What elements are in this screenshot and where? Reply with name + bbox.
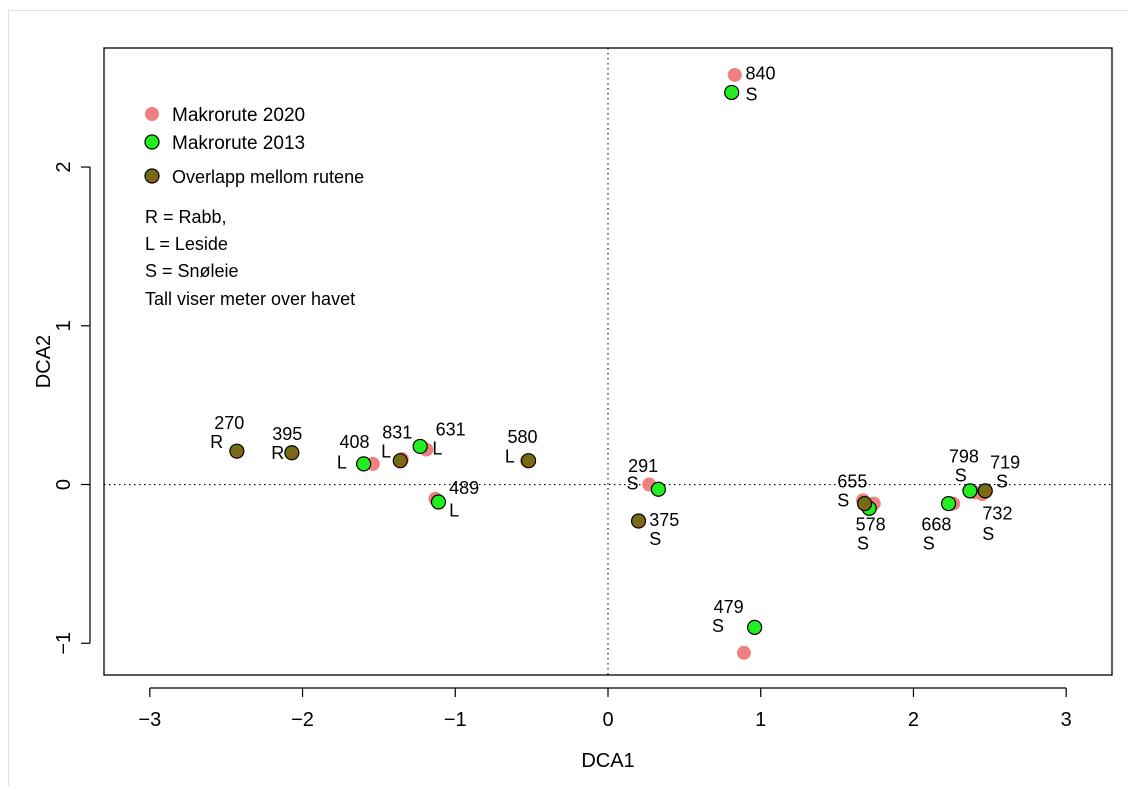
point-overlapp	[229, 443, 245, 459]
point-overlapp	[392, 453, 408, 469]
reference-lines	[104, 48, 1112, 675]
point-label: 291	[628, 456, 658, 476]
x-tick-label: −1	[444, 709, 467, 731]
point-label: 840	[745, 64, 775, 84]
legend-marker	[144, 168, 160, 184]
point-label: S	[996, 472, 1008, 492]
point-label: S	[649, 529, 661, 549]
point-overlapp	[856, 495, 873, 512]
legend-note: L = Leside	[145, 234, 228, 254]
x-tick-label: −3	[138, 709, 161, 731]
point-label: L	[432, 438, 442, 458]
point-label: R	[271, 443, 284, 463]
point-label: S	[955, 465, 967, 485]
point-label: 479	[714, 597, 744, 617]
point-label: 655	[837, 472, 867, 492]
axes: −3 −2 −1 0 1 2 3 −1 0 1 2	[53, 161, 1072, 731]
legend-entry-label: Makrorute 2013	[172, 133, 305, 154]
point-label: S	[745, 84, 757, 104]
y-tick-label: 0	[53, 479, 75, 490]
point-label: 580	[507, 427, 537, 447]
data-points	[229, 67, 993, 660]
point-label: 578	[856, 515, 886, 535]
y-tick-label: 1	[53, 320, 75, 331]
point-label: 631	[436, 419, 466, 439]
point-makrorute-2020	[736, 645, 751, 660]
point-label: 489	[449, 478, 479, 498]
point-makrorute-2013	[650, 481, 667, 497]
plot-frame	[103, 47, 1113, 676]
point-label: 395	[272, 424, 302, 444]
legend: Makrorute 2020 Makrorute 2013 Overlapp mel…	[144, 105, 364, 309]
point-label: S	[923, 534, 935, 554]
point-makrorute-2020	[727, 67, 742, 82]
point-label: R	[210, 432, 223, 452]
x-tick-label: 2	[908, 709, 919, 731]
x-tick-label: 0	[602, 709, 613, 731]
point-label: S	[712, 616, 724, 636]
point-makrorute-2013	[940, 495, 957, 512]
point-makrorute-2013	[356, 456, 372, 472]
point-label: 375	[649, 510, 679, 530]
legend-note: S = Snøleie	[145, 261, 239, 281]
legend-entry-label: Overlapp mellom rutene	[172, 167, 364, 187]
point-label: 270	[214, 413, 244, 433]
point-label: 798	[949, 446, 979, 466]
point-label: 732	[982, 503, 1012, 523]
point-label: 831	[382, 422, 412, 442]
point-label: L	[449, 500, 459, 520]
point-makrorute-2013	[962, 483, 978, 499]
point-overlapp	[284, 445, 300, 461]
y-tick-label: 2	[53, 161, 75, 172]
point-label: L	[337, 453, 347, 473]
point-makrorute-2013	[747, 619, 763, 635]
legend-note: R = Rabb,	[145, 207, 227, 227]
point-label: S	[857, 534, 869, 554]
y-axis-label: DCA2	[33, 335, 55, 388]
point-label: L	[505, 446, 515, 466]
legend-note: Tall viser meter over havet	[145, 289, 355, 309]
point-makrorute-2013	[430, 494, 447, 510]
point-label: S	[627, 473, 639, 493]
x-tick-label: −2	[291, 709, 314, 731]
page-frame	[8, 10, 1128, 786]
legend-entry-label: Makrorute 2020	[172, 105, 305, 126]
point-label: 719	[990, 453, 1020, 473]
point-label: 668	[921, 515, 951, 535]
point-label: L	[381, 442, 391, 462]
point-label: S	[837, 491, 849, 511]
point-overlapp	[520, 453, 537, 469]
point-label: 408	[339, 432, 369, 452]
point-overlapp	[977, 483, 993, 499]
x-axis-label: DCA1	[581, 750, 634, 772]
point-overlapp	[630, 513, 647, 529]
x-tick-label: 1	[755, 709, 766, 731]
legend-marker	[144, 134, 160, 150]
point-label: S	[982, 524, 994, 544]
point-makrorute-2013	[412, 438, 428, 455]
legend-marker	[145, 107, 159, 121]
x-tick-label: 3	[1061, 709, 1072, 731]
y-tick-label: −1	[53, 632, 75, 655]
point-makrorute-2013	[724, 84, 740, 101]
